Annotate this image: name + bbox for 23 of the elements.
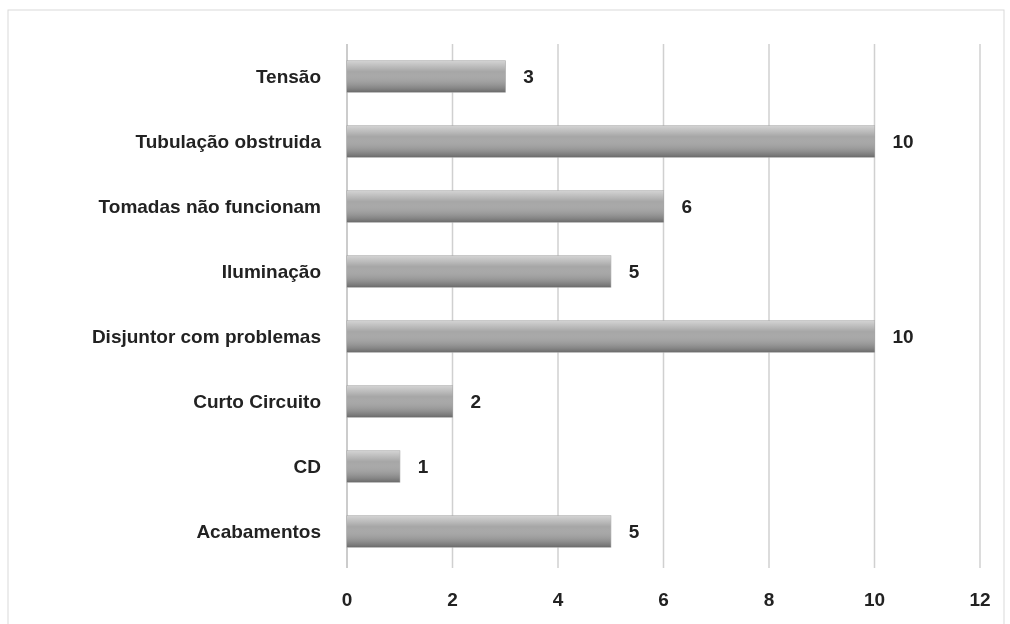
data-label: 10 — [892, 131, 914, 153]
data-label: 3 — [523, 66, 534, 88]
y-tick-label: Iluminação — [221, 261, 321, 283]
y-tick-label: Tomadas não funcionam — [98, 196, 321, 218]
data-label: 5 — [628, 261, 640, 283]
data-label: 5 — [628, 521, 640, 543]
x-tick-label: 6 — [658, 589, 669, 610]
y-tick-label: CD — [293, 456, 321, 478]
x-tick-label: 10 — [863, 589, 886, 610]
y-tick-label: Disjuntor com problemas — [91, 326, 321, 348]
x-tick-label: 2 — [447, 589, 458, 610]
data-label: 6 — [681, 196, 693, 218]
data-label: 10 — [892, 326, 914, 348]
data-label: 1 — [417, 456, 429, 478]
y-tick-label: Curto Circuito — [193, 391, 321, 413]
x-tick-label: 8 — [763, 589, 775, 610]
y-tick-label: Tubulação obstruida — [135, 131, 322, 153]
x-tick-label: 12 — [969, 589, 991, 610]
x-tick-label: 0 — [341, 589, 353, 610]
data-label: 2 — [470, 391, 482, 413]
y-tick-label: Acabamentos — [196, 521, 321, 543]
y-tick-label: Tensão — [255, 66, 321, 88]
x-tick-label: 4 — [552, 589, 564, 610]
